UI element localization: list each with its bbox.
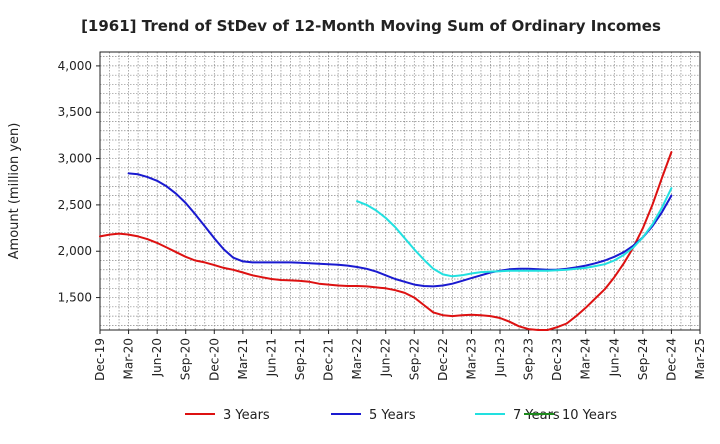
y-tick-label: 2,000 — [58, 244, 92, 258]
grid-lines — [100, 52, 700, 330]
legend-label-7-years: 7 Years — [513, 408, 560, 423]
chart-title: [1961] Trend of StDev of 12-Month Moving… — [81, 17, 661, 35]
x-tick-label: Sep-22 — [407, 338, 421, 380]
y-axis: 1,500 2,000 2,500 3,000 3,500 4,000 — [58, 59, 100, 305]
x-tick-label: Mar-25 — [693, 338, 707, 379]
x-tick-label: Dec-22 — [436, 338, 450, 381]
series-lines — [99, 151, 673, 331]
legend-label-5-years: 5 Years — [369, 408, 416, 423]
legend-label-3-years: 3 Years — [223, 408, 270, 423]
x-tick-label: Mar-21 — [236, 338, 250, 379]
x-tick-label: Sep-20 — [179, 338, 193, 380]
x-tick-label: Jun-24 — [607, 338, 621, 377]
y-tick-label: 3,500 — [58, 105, 92, 119]
y-tick-label: 2,500 — [58, 198, 92, 212]
x-tick-label: Mar-22 — [350, 338, 364, 379]
x-tick-label: Mar-24 — [579, 338, 593, 379]
x-tick-label: Sep-24 — [636, 338, 650, 380]
x-tick-label: Dec-21 — [322, 338, 336, 381]
series-line-5-years — [127, 172, 673, 288]
x-tick-label: Jun-23 — [493, 338, 507, 377]
series-line-3-years — [99, 151, 673, 331]
x-tick-label: Dec-19 — [93, 338, 107, 381]
x-tick-label: Jun-22 — [379, 338, 393, 377]
legend-label-10-years: 10 Years — [562, 408, 617, 423]
x-tick-label: Jun-20 — [150, 338, 164, 377]
x-axis: Dec-19 Mar-20 Jun-20 Sep-20 Dec-20 Mar-21 Jun-… — [93, 330, 707, 381]
x-tick-label: Mar-20 — [122, 338, 136, 379]
legend: 3 Years 5 Years 7 Years 10 Years — [185, 408, 617, 423]
series-line-7-years — [356, 187, 673, 278]
x-tick-label: Jun-21 — [264, 338, 278, 377]
x-tick-label: Dec-20 — [207, 338, 221, 381]
y-axis-title: Amount (million yen) — [7, 123, 22, 260]
x-tick-label: Sep-23 — [522, 338, 536, 380]
x-tick-label: Dec-24 — [664, 338, 678, 381]
y-tick-label: 3,000 — [58, 152, 92, 166]
y-tick-label: 1,500 — [58, 291, 92, 305]
x-tick-label: Dec-23 — [550, 338, 564, 381]
y-tick-label: 4,000 — [58, 59, 92, 73]
x-tick-label: Mar-23 — [464, 338, 478, 379]
x-tick-label: Sep-21 — [293, 338, 307, 380]
plot-frame — [99, 51, 701, 331]
